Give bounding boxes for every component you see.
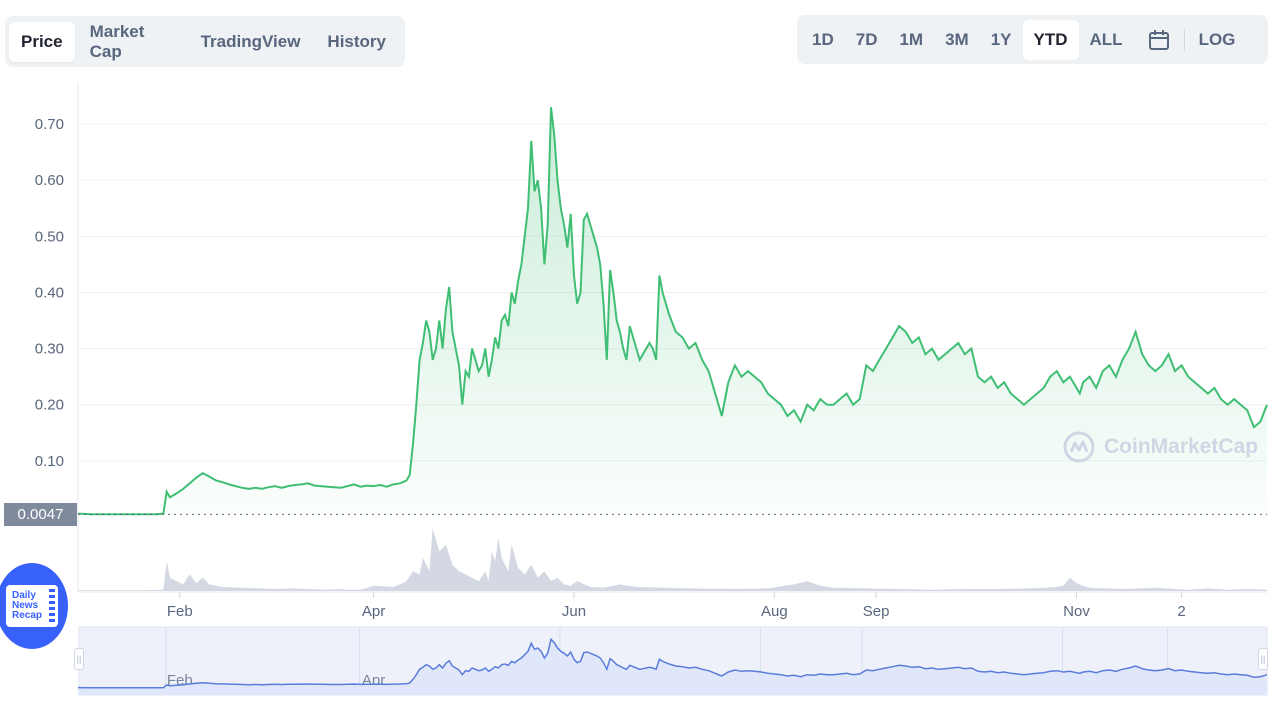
- range-1m[interactable]: 1M: [899, 29, 924, 49]
- y-tick-label: 0.20: [35, 397, 64, 414]
- y-tick-label: 0.30: [35, 341, 64, 358]
- promo-line-2: News: [12, 600, 39, 611]
- range-all[interactable]: ALL: [1089, 29, 1123, 49]
- y-tick-label: 0.40: [35, 284, 64, 301]
- coinmarketcap-watermark: CoinMarketCap: [1062, 430, 1258, 464]
- x-axis-ticks: Feb Apr Jun Aug Sep Nov 2: [167, 592, 1186, 620]
- x-tick-label: Feb: [167, 603, 193, 620]
- time-range-selector: 1D 7D 1M 3M 1Y YTD ALL LOG: [797, 15, 1268, 64]
- calendar-icon[interactable]: [1142, 20, 1176, 60]
- y-tick-label: 0.50: [35, 228, 64, 245]
- range-7d[interactable]: 7D: [855, 29, 878, 49]
- x-tick-label: Apr: [362, 603, 385, 620]
- y-tick-label: 0.70: [35, 116, 64, 133]
- promo-line-1: Daily: [12, 590, 36, 601]
- current-price-label: 0.0047: [4, 503, 77, 526]
- x-tick-label: Aug: [761, 603, 788, 620]
- y-axis-ticks: 0.10 0.20 0.30 0.40 0.50 0.60 0.70: [35, 116, 64, 470]
- film-strip-icon: [49, 589, 55, 623]
- range-ytd[interactable]: YTD: [1022, 19, 1079, 60]
- tab-price[interactable]: Price: [9, 21, 75, 62]
- x-tick-label: 2: [1177, 603, 1185, 620]
- y-tick-label: 0.10: [35, 453, 64, 470]
- tab-market-cap[interactable]: Market Cap: [89, 21, 145, 61]
- x-tick-label: Jun: [562, 603, 586, 620]
- price-line: [77, 107, 1268, 516]
- tab-tradingview[interactable]: TradingView: [200, 31, 301, 51]
- chart-mode-tabs: Price Market Cap TradingView History: [5, 16, 405, 67]
- tab-history[interactable]: History: [327, 31, 386, 51]
- navigator-area: [78, 639, 1267, 695]
- navigator-line: [77, 637, 1268, 689]
- promo-line-3: Recap: [12, 610, 43, 621]
- watermark-text: CoinMarketCap: [1104, 435, 1259, 458]
- navigator-left-handle[interactable]: ||: [74, 648, 84, 670]
- y-tick-label: 0.60: [35, 172, 64, 189]
- daily-news-recap-badge[interactable]: Daily News Recap: [0, 563, 68, 649]
- volume-area: [78, 528, 1267, 591]
- range-1d[interactable]: 1D: [812, 29, 834, 49]
- navigator-right-handle[interactable]: ||: [1258, 648, 1268, 670]
- x-tick-label: Nov: [1063, 603, 1090, 620]
- x-tick-label: Sep: [863, 603, 890, 620]
- log-scale-toggle[interactable]: LOG: [1198, 29, 1236, 49]
- range-3m[interactable]: 3M: [945, 29, 969, 49]
- range-1y[interactable]: 1Y: [990, 29, 1012, 49]
- coinmarketcap-logo-icon: [1063, 431, 1095, 463]
- news-card-icon: Daily News Recap: [6, 585, 58, 627]
- divider: [1183, 28, 1185, 51]
- price-area: [78, 107, 1267, 517]
